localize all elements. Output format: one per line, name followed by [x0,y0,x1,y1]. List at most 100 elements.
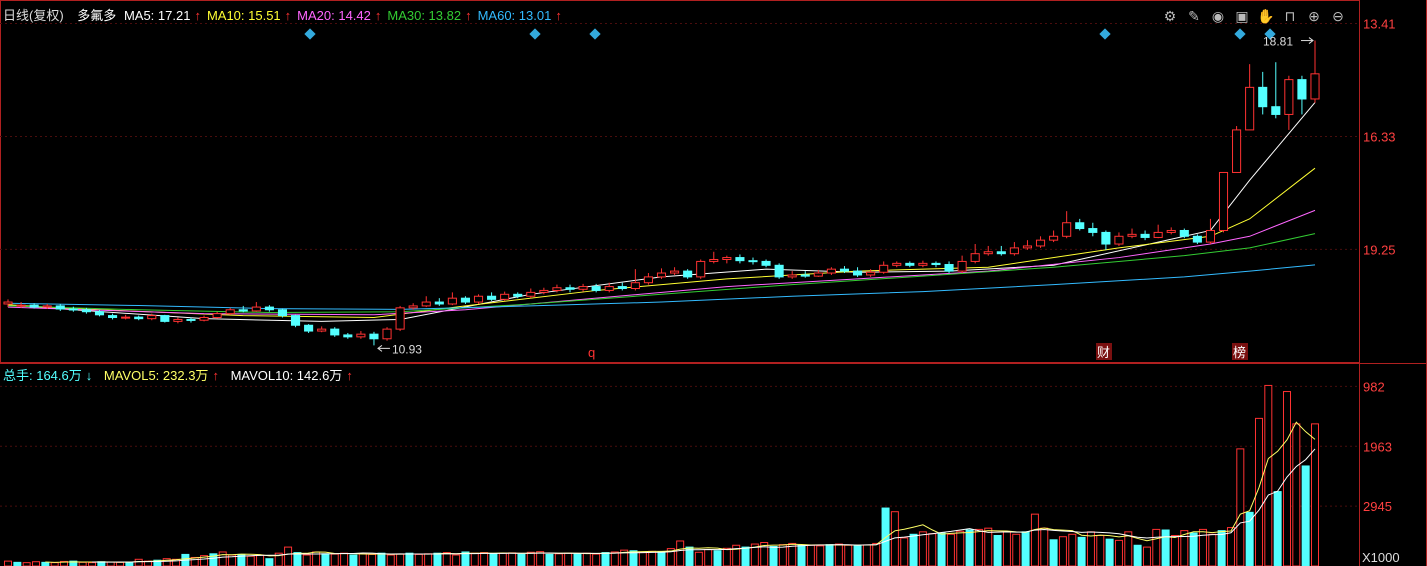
pen-icon[interactable]: ✎ [1188,7,1200,24]
candle-up [473,295,484,303]
volume-bar-up [442,552,451,566]
marker-bang: 榜 [1233,345,1246,360]
volume-bar-up [256,554,265,566]
volume-bar-up [946,533,955,566]
candle-down [68,308,78,311]
candle-up [199,317,209,321]
candle-down [134,316,144,320]
candle-up [225,309,235,315]
volume-bar-up [340,552,349,566]
volume-bar-down [657,551,666,566]
zoom-in-icon[interactable]: ⊕ [1308,7,1320,24]
volume-bar-up [1068,533,1077,566]
volume-tick-label: 2945 [1363,499,1392,514]
stock-name: 多氟多 [77,8,117,23]
candle-up [656,272,667,278]
volume-bar-down [573,552,582,566]
volume-bar-down [265,558,274,566]
candle-up [1035,239,1046,247]
candle-up [826,268,836,274]
candle-up [147,315,157,320]
candle-up [1114,235,1124,245]
volume-bar-up [480,552,489,566]
candle-down [238,309,248,312]
candle-up [173,318,183,322]
volume-bar-down [853,545,862,566]
volume-bar-up [1124,531,1133,566]
volume-bar-up [246,555,255,566]
price-tick-label: 19.25 [1363,242,1396,257]
candle-down [1075,222,1085,230]
lock-icon[interactable]: ⊓ [1284,7,1296,24]
candle-up [866,271,876,276]
gift-icon[interactable]: ▣ [1235,7,1249,24]
candle-up [1284,79,1294,115]
volume-bar-up [3,560,13,566]
candle-down [434,301,444,305]
candle-down [617,286,627,290]
candle-up [421,301,431,307]
candle-up [787,274,797,278]
volume-tick-label: 1963 [1363,439,1392,454]
mavol10-line [92,448,1316,563]
candle-up [447,297,457,305]
volume-bar-down [349,554,358,566]
volume-bar-up [536,551,545,566]
volume-bar-up [470,552,479,566]
price-tick-label: 16.33 [1363,129,1396,144]
volume-bar-up [274,552,283,566]
candle-down [1192,235,1202,243]
candle-up [552,287,562,291]
candle-up [382,328,392,340]
candle-down [774,264,784,278]
marker-cai-bg [1096,343,1112,360]
gear-icon[interactable]: ⚙ [1163,7,1177,24]
candle-down [1179,229,1189,237]
volume-bar-up [1292,423,1301,566]
ma-legend-ma60: MA60: 13.01 [477,8,552,23]
volume-bar-up [1282,391,1291,566]
candle-up [1218,171,1229,231]
volume-bar-down [377,552,386,566]
volume-bar-up [386,554,395,566]
candle-up [317,328,327,332]
volume-bar-up [984,527,993,566]
candle-down [1271,106,1281,115]
volume-bar-up [302,554,311,566]
volume-bar-up [134,558,143,566]
low-price-label: 10.93 [392,342,422,356]
eye-icon[interactable]: ◉ [1211,7,1225,24]
candle-down [290,315,301,326]
volume-bar-up [1152,528,1161,566]
volume-bar-down [797,544,806,566]
candle-up [957,260,967,272]
volume-bar-up [452,554,461,566]
volume-bar-down [713,550,722,566]
volume-bar-up [32,561,41,566]
volume-bar-up [1208,533,1217,566]
candle-down [735,257,745,262]
zoom-out-icon[interactable]: ⊖ [1332,7,1344,24]
volume-bar-down [741,546,750,566]
candle-down [343,334,353,338]
candle-up [1022,245,1033,249]
volume-bar-down [1133,544,1142,566]
volume-bar-up [1310,423,1320,566]
candle-down [460,297,471,303]
candle-up [212,313,222,319]
volume-bar-up [900,537,909,566]
candle-down [1088,228,1098,233]
candle-down [264,306,274,311]
candle-up [1062,222,1072,237]
volume-bar-up [872,542,881,566]
candle-up [1310,73,1320,100]
candle-down [1297,79,1307,100]
total-volume-label: 总手: 164.6万 ↓ [3,368,93,383]
volume-bar-up [116,561,125,566]
hand-icon[interactable]: ✋ [1257,7,1275,24]
event-diamond-icon [1234,28,1246,40]
candle-down [1101,231,1111,245]
toolbar: ⚙ ✎ ◉ ▣ ✋ ⊓ ⊕ ⊖ [1159,6,1349,26]
volume-bar-up [1002,531,1011,566]
